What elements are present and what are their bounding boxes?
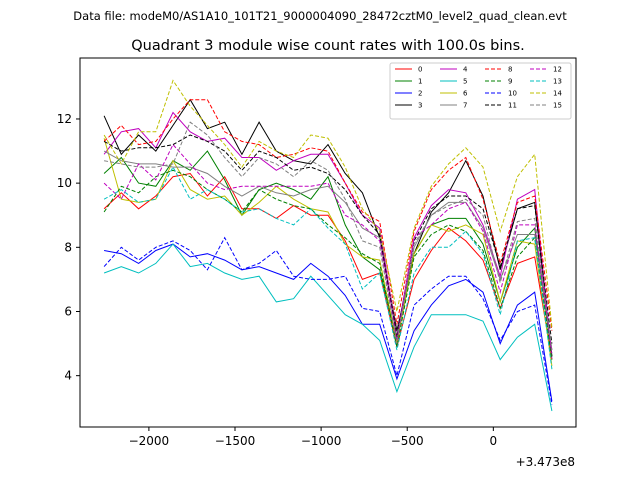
legend-label-7: 7 — [463, 102, 467, 110]
y-tick-label: 8 — [64, 240, 72, 254]
plot-area — [79, 57, 577, 428]
x-tick-label: 0 — [490, 434, 498, 448]
series-line-10 — [103, 236, 553, 405]
series-line-0 — [103, 172, 553, 360]
legend-label-4: 4 — [463, 66, 468, 74]
legend-label-11: 11 — [508, 102, 517, 110]
series-line-14 — [103, 79, 553, 328]
x-tick-label: −1500 — [215, 434, 256, 448]
legend-label-3: 3 — [418, 102, 422, 110]
y-tick-label: 12 — [57, 112, 72, 126]
legend-label-2: 2 — [418, 90, 422, 98]
x-tick-label: −1000 — [301, 434, 342, 448]
figure-suptitle: Data file: modeM0/AS1A10_101T21_90000040… — [73, 9, 567, 23]
x-tick-label: −2000 — [129, 434, 170, 448]
legend-label-10: 10 — [508, 90, 517, 98]
y-tick-label: 4 — [64, 369, 72, 383]
legend-label-0: 0 — [418, 66, 422, 74]
legend-label-15: 15 — [553, 102, 562, 110]
legend-box — [389, 62, 572, 120]
series-line-15 — [104, 121, 553, 351]
x-axis-offset-label: +3.473e8 — [516, 455, 575, 469]
series-line-7 — [103, 150, 553, 351]
series-line-5 — [103, 243, 553, 412]
series-line-11 — [103, 134, 553, 344]
y-tick-label: 10 — [57, 176, 72, 190]
legend-label-12: 12 — [553, 66, 562, 74]
x-tick-label: −500 — [391, 434, 424, 448]
series-line-9 — [103, 169, 553, 360]
series-line-6 — [103, 138, 553, 367]
legend-label-9: 9 — [508, 78, 512, 86]
chart-title: Quadrant 3 module wise count rates with … — [131, 38, 525, 54]
series-line-12 — [103, 143, 553, 354]
legend-label-8: 8 — [508, 66, 512, 74]
legend-label-14: 14 — [553, 90, 562, 98]
series-line-2 — [104, 243, 553, 402]
legend-label-1: 1 — [418, 78, 422, 86]
series-line-1 — [103, 150, 553, 357]
series-line-4 — [103, 111, 553, 360]
axis-ticks: −2000 −1500 −1000 −500 0 4 6 8 10 12 — [57, 112, 497, 448]
legend-label-5: 5 — [463, 78, 467, 86]
series-line-8 — [103, 99, 553, 331]
y-tick-label: 6 — [64, 304, 72, 318]
legend-label-6: 6 — [463, 90, 468, 98]
legend-label-13: 13 — [553, 78, 562, 86]
series-line-13 — [103, 166, 553, 370]
series-layer — [103, 79, 553, 412]
